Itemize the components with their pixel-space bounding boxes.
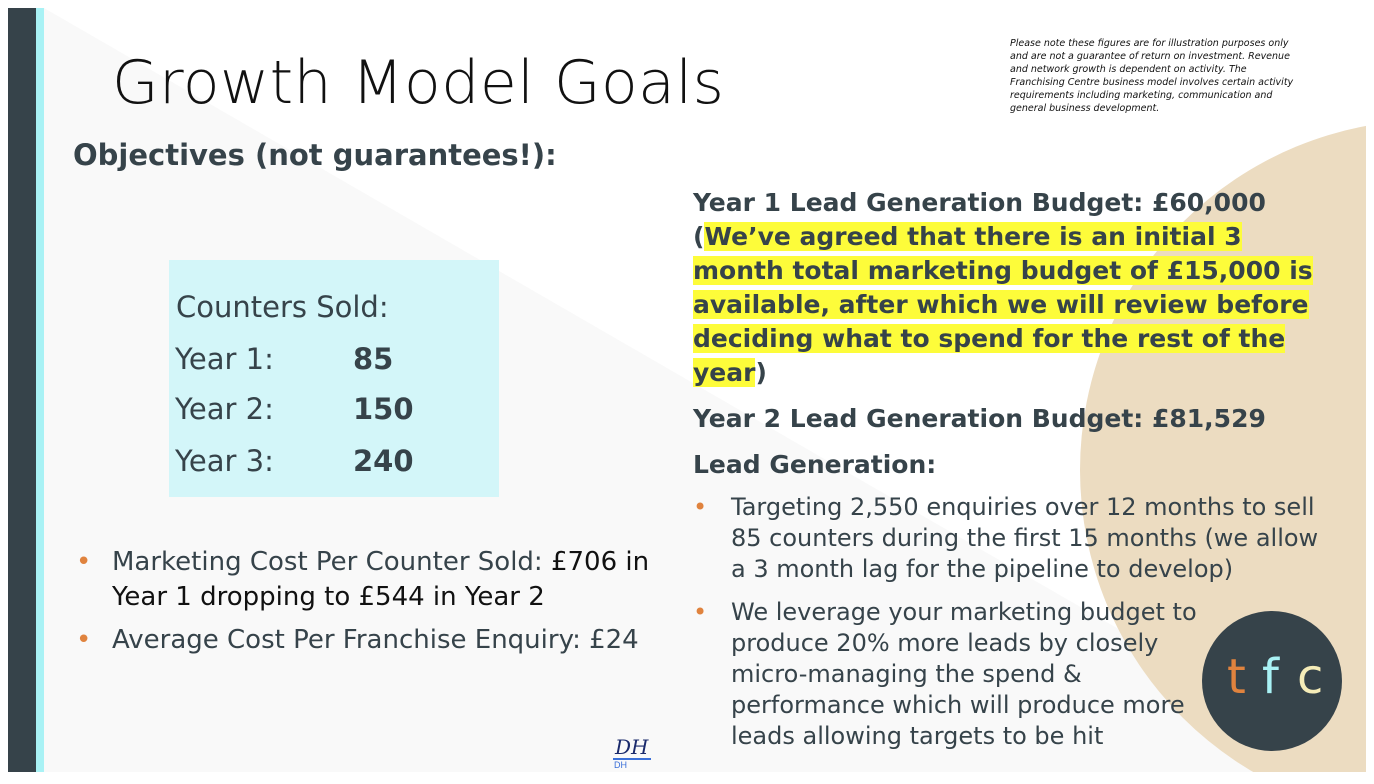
bullet-dot-icon: •: [693, 598, 708, 626]
counters-row-label: Year 1:: [175, 342, 274, 376]
signature: DH DH: [613, 735, 653, 771]
signature-script: DH: [615, 735, 649, 759]
logo-letter-f: f: [1262, 649, 1279, 705]
bullet-targeting-enquiries: • Targeting 2,550 enquiries over 12 mont…: [693, 492, 1333, 585]
logo-letter-c: c: [1297, 649, 1324, 705]
bullet-average-cost: • Average Cost Per Franchise Enquiry: £2…: [76, 623, 656, 658]
disclaimer-note: Please note these figures are for illust…: [1010, 38, 1294, 114]
counters-sold-box: Counters Sold: Year 1: 85 Year 2: 150 Ye…: [169, 260, 499, 497]
counters-row-year-1: Year 1: 85: [175, 342, 393, 376]
left-accent-bar-cyan: [36, 8, 44, 772]
bullet-text: We leverage your marketing budget to pro…: [731, 598, 1197, 750]
year-1-budget-prefix: Year 1 Lead Generation Budget: £60,000 (: [693, 188, 1266, 251]
bottom-margin: [0, 772, 1374, 784]
bullet-text: Targeting 2,550 enquiries over 12 months…: [731, 493, 1319, 583]
left-accent-bar-dark: [8, 8, 36, 772]
right-column: Year 1 Lead Generation Budget: £60,000 (…: [693, 186, 1333, 752]
objectives-subtitle: Objectives (not guarantees!):: [73, 138, 557, 172]
counters-row-year-3: Year 3: 240: [175, 444, 414, 478]
lead-generation-heading: Lead Generation:: [693, 450, 937, 479]
counters-row-label: Year 2:: [175, 392, 274, 426]
signature-line: [613, 758, 651, 760]
bullet-dot-icon: •: [693, 493, 708, 521]
year-1-budget-suffix: ): [755, 358, 767, 387]
counters-row-year-2: Year 2: 150: [175, 392, 414, 426]
marketing-cost-label: Marketing Cost Per Counter Sold:: [112, 547, 551, 577]
background-diagonal-light: [44, 8, 1366, 772]
tfc-logo: t f c: [1202, 611, 1342, 751]
bullet-marketing-cost: • Marketing Cost Per Counter Sold: £706 …: [76, 545, 656, 615]
marketing-cost-value: £706 in Year 1 dropping to £544 in Year …: [112, 547, 650, 612]
signature-initials: DH: [614, 760, 627, 770]
counters-row-label: Year 3:: [175, 444, 274, 478]
bullet-leverage-budget: • We leverage your marketing budget to p…: [693, 597, 1333, 752]
logo-letter-t: t: [1227, 649, 1246, 705]
right-bullet-list: • Targeting 2,550 enquiries over 12 mont…: [693, 492, 1333, 752]
left-bullet-list: • Marketing Cost Per Counter Sold: £706 …: [76, 545, 656, 658]
year-1-budget-highlight: We’ve agreed that there is an initial 3 …: [693, 222, 1313, 387]
slide-title: Growth Model Goals: [112, 48, 725, 118]
year-2-budget: Year 2 Lead Generation Budget: £81,529: [693, 404, 1266, 433]
counters-row-value: 85: [353, 342, 394, 376]
counters-heading: Counters Sold:: [176, 290, 389, 324]
right-margin: [1366, 0, 1374, 784]
bullet-dot-icon: •: [76, 547, 92, 577]
year-1-budget: Year 1 Lead Generation Budget: £60,000 (…: [693, 186, 1333, 390]
counters-row-value: 240: [353, 444, 414, 478]
bullet-dot-icon: •: [76, 625, 92, 655]
counters-row-value: 150: [353, 392, 414, 426]
average-cost-text: Average Cost Per Franchise Enquiry: £24: [112, 625, 639, 655]
